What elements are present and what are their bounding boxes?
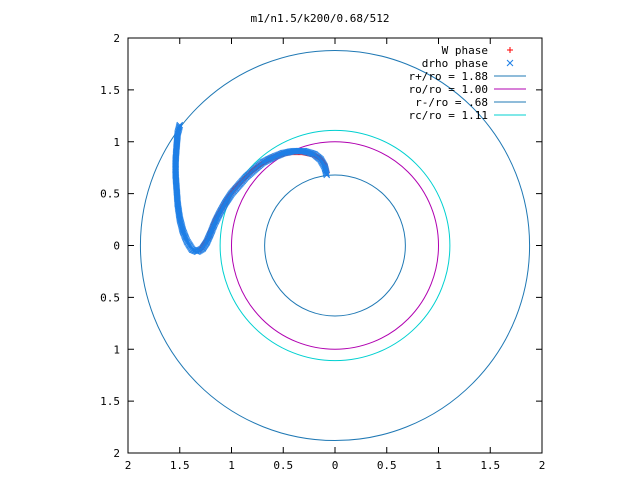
legend-marker [507, 47, 513, 53]
y-tick-label: 0.5 [100, 188, 120, 201]
y-tick-label: 2 [113, 447, 120, 460]
y-tick-label: 1 [113, 136, 120, 149]
x-tick-label: 2 [539, 459, 546, 472]
x-tick-label: 0 [332, 459, 339, 472]
x-tick-label: 0.5 [273, 459, 293, 472]
y-tick-label: 0.5 [100, 291, 120, 304]
legend-marker [506, 59, 514, 67]
y-tick-label: 1.5 [100, 395, 120, 408]
x-tick-label: 1 [435, 459, 442, 472]
legend-label: W phase [442, 44, 488, 57]
y-tick-label: 2 [113, 32, 120, 45]
x-tick-label: 0.5 [377, 459, 397, 472]
legend-label: rc/ro = 1.11 [409, 109, 488, 122]
legend-label: ro/ro = 1.00 [409, 83, 488, 96]
circle-3 [231, 141, 439, 350]
drho-phase-point [176, 122, 183, 130]
y-tick-label: 1 [113, 343, 120, 356]
drho-phase-point [175, 124, 183, 131]
y-tick-label: 0 [113, 240, 120, 253]
x-tick-label: 1 [228, 459, 235, 472]
x-tick-label: 1.5 [170, 459, 190, 472]
circle-2 [139, 49, 531, 442]
legend-label: drho phase [422, 57, 488, 70]
drho-phase-point [321, 164, 329, 172]
drho-phase-point [176, 121, 184, 129]
circle-5 [219, 129, 451, 362]
legend-label: r-/ro = .68 [415, 96, 488, 109]
x-tick-label: 1.5 [480, 459, 500, 472]
chart-title: m1/n1.5/k200/0.68/512 [250, 12, 389, 25]
y-tick-label: 1.5 [100, 84, 120, 97]
x-tick-label: 2 [125, 459, 132, 472]
legend-label: r+/ro = 1.88 [409, 70, 488, 83]
circle-4 [264, 174, 406, 317]
